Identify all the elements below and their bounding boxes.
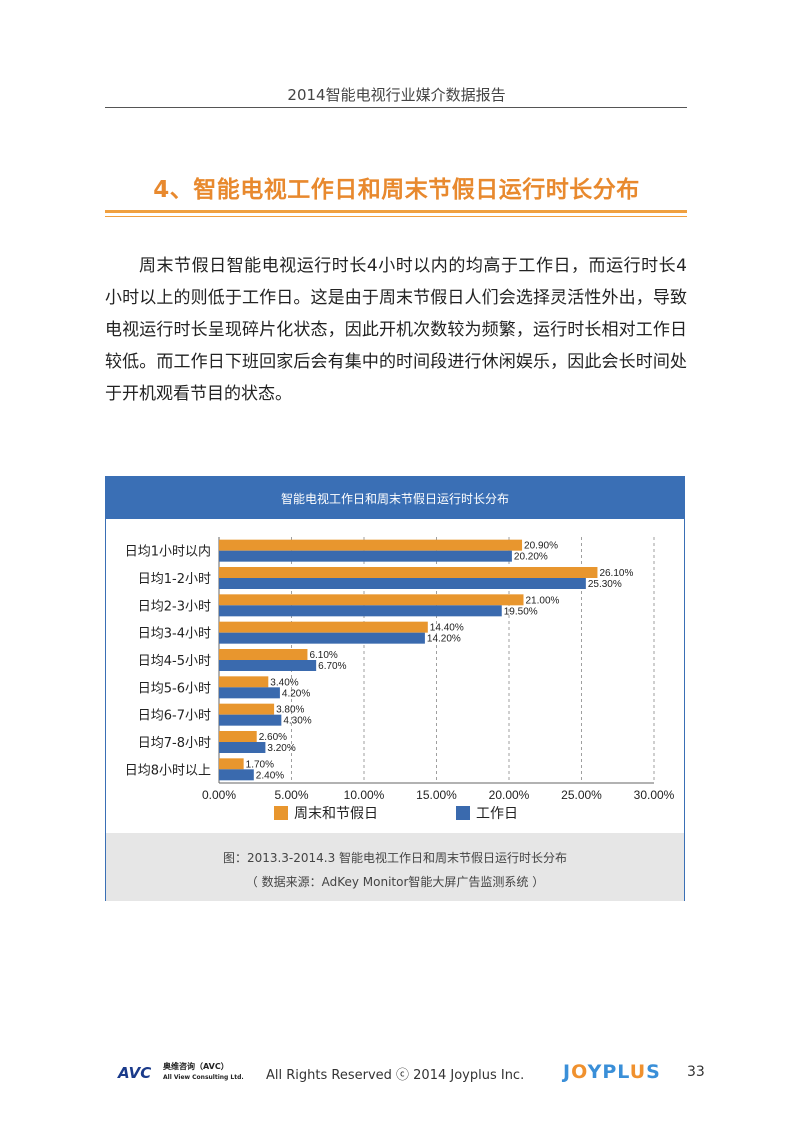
- bar: [219, 742, 266, 753]
- bar: [219, 632, 425, 644]
- bar-chart: 0.00% 5.00% 10.00% 15.00% 20.00% 25.00% 30.00%…: [125, 537, 675, 822]
- bar: [219, 687, 280, 699]
- data-label: 3.40%: [270, 677, 298, 688]
- data-label: 21.00%: [526, 595, 560, 606]
- page-footer: AVC 奥维咨询（AVC） All View Consulting Ltd. A…: [0, 1058, 793, 1092]
- joyplus-logo: JOYPLUS: [563, 1061, 661, 1083]
- chart-caption: 图：2013.3-2014.3 智能电视工作日和周末节假日运行时长分布 （ 数据…: [106, 833, 684, 901]
- header-divider: [105, 107, 687, 108]
- category-label: 日均3-4小时: [138, 627, 211, 642]
- bar: [219, 578, 586, 589]
- data-label: 3.20%: [267, 743, 295, 754]
- body-paragraph: 周末节假日智能电视运行时长4小时以内的均高于工作日，而运行时长4小时以上的则低于…: [105, 256, 687, 404]
- data-label: 6.10%: [309, 650, 337, 661]
- chart-panel: 智能电视工作日和周末节假日运行时长分布 0.00% 5.00% 10.00% 15.0…: [105, 476, 685, 901]
- data-label: 19.50%: [504, 606, 538, 617]
- running-header: 2014智能电视行业媒介数据报告: [287, 86, 506, 104]
- section-title: 4、智能电视工作日和周末节假日运行时长分布: [153, 177, 640, 203]
- bar: [219, 758, 244, 770]
- legend-swatch: [274, 806, 288, 820]
- legend-swatch: [456, 806, 470, 820]
- bar: [219, 649, 308, 660]
- bar: [219, 539, 523, 551]
- bar: [219, 621, 428, 633]
- bar: [219, 660, 317, 671]
- x-tick-label: 25.00%: [561, 788, 602, 802]
- data-label: 14.20%: [427, 634, 461, 645]
- data-label: 1.70%: [246, 759, 274, 770]
- bar: [219, 769, 254, 781]
- chart-title: 智能电视工作日和周末节假日运行时长分布: [106, 477, 684, 519]
- x-tick-label: 10.00%: [344, 788, 385, 802]
- data-label: 25.30%: [588, 579, 622, 590]
- x-tick-label: 0.00%: [202, 788, 236, 802]
- avc-logo: AVC: [118, 1064, 152, 1082]
- page-number: 33: [687, 1064, 705, 1080]
- category-label: 日均4-5小时: [138, 654, 211, 669]
- category-label: 日均6-7小时: [138, 709, 211, 724]
- avc-name-en: All View Consulting Ltd.: [163, 1074, 244, 1081]
- caption-source: （ 数据来源：AdKey Monitor智能大屏广告监测系统 ）: [245, 875, 545, 889]
- x-tick-label: 5.00%: [274, 788, 308, 802]
- legend-label: 工作日: [476, 806, 518, 822]
- title-underline-thin: [105, 216, 687, 217]
- data-label: 26.10%: [599, 568, 633, 579]
- data-label: 20.20%: [514, 552, 548, 563]
- legend-label: 周末和节假日: [294, 806, 378, 822]
- x-tick-label: 20.00%: [489, 788, 530, 802]
- data-label: 3.80%: [276, 705, 304, 716]
- bar: [219, 703, 275, 715]
- category-label: 日均1-2小时: [138, 572, 211, 587]
- bar: [219, 567, 598, 578]
- bar: [219, 676, 269, 688]
- data-label: 6.70%: [318, 661, 346, 672]
- copyright-text: All Rights Reserved ⓒ 2014 Joyplus Inc.: [266, 1068, 525, 1083]
- bar: [219, 550, 512, 562]
- caption-title: 图：2013.3-2014.3 智能电视工作日和周末节假日运行时长分布: [222, 851, 568, 865]
- category-label: 日均5-6小时: [138, 681, 211, 696]
- bar: [219, 714, 282, 726]
- bar: [219, 594, 524, 606]
- avc-name-cn: 奥维咨询（AVC）: [163, 1062, 229, 1071]
- data-label: 4.30%: [283, 716, 311, 727]
- data-label: 2.60%: [259, 732, 287, 743]
- x-tick-label: 30.00%: [634, 788, 675, 802]
- data-label: 14.40%: [430, 623, 464, 634]
- category-label: 日均7-8小时: [138, 736, 211, 751]
- bar: [219, 605, 502, 617]
- data-label: 4.20%: [282, 688, 310, 699]
- title-underline-thick: [105, 210, 687, 213]
- data-label: 20.90%: [524, 541, 558, 552]
- data-label: 2.40%: [256, 770, 284, 781]
- x-tick-label: 15.00%: [416, 788, 457, 802]
- bar: [219, 731, 257, 742]
- category-label: 日均8小时以上: [125, 763, 211, 778]
- category-label: 日均2-3小时: [138, 599, 211, 614]
- category-label: 日均1小时以内: [125, 544, 211, 560]
